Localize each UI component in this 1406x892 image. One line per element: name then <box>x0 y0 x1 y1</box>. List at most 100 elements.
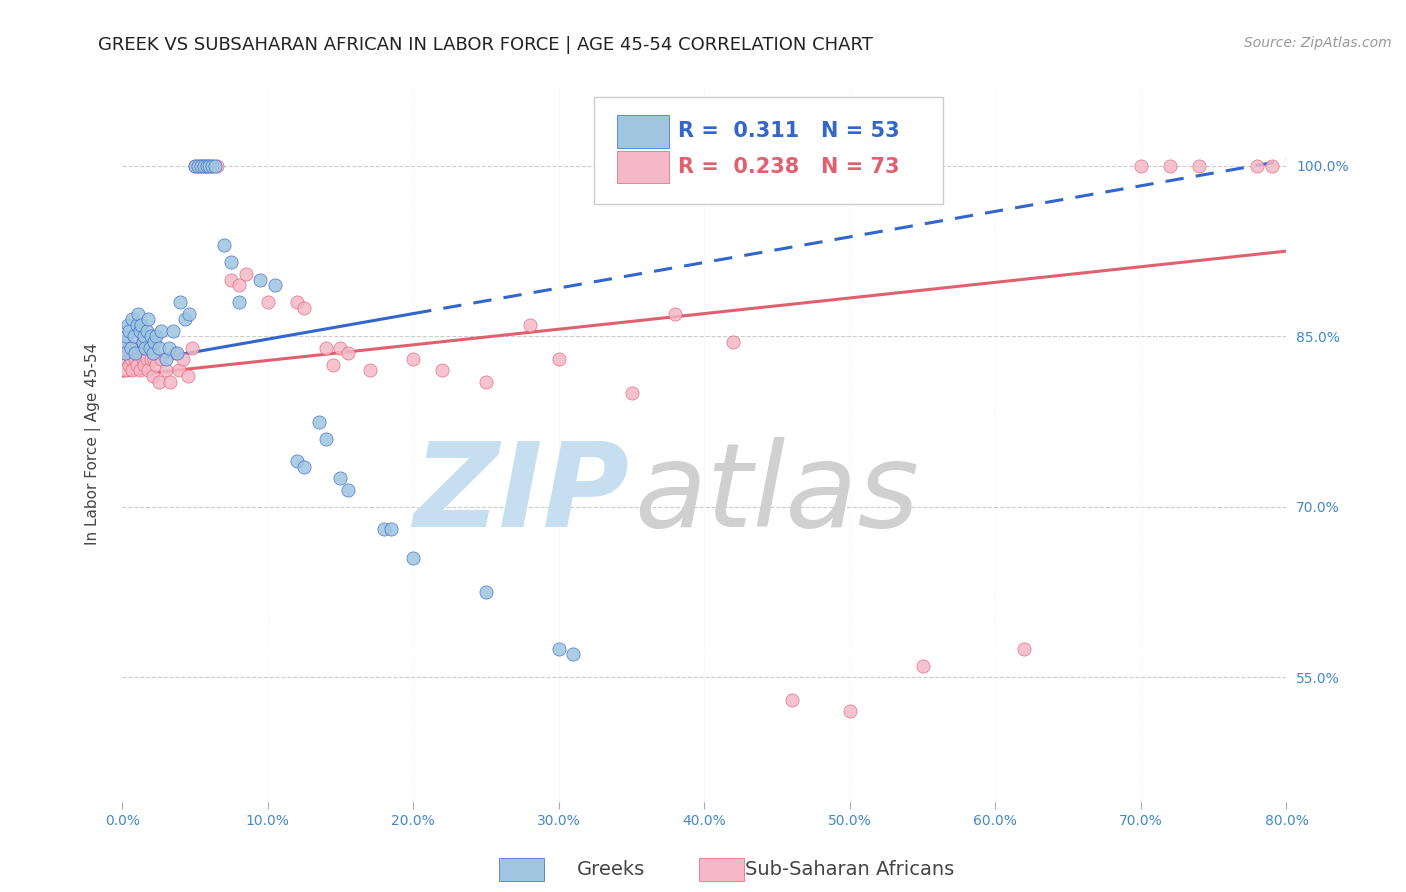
Point <box>475 585 498 599</box>
Text: ZIP: ZIP <box>412 437 628 552</box>
Point <box>1261 159 1284 173</box>
Point <box>124 346 146 360</box>
Point <box>194 159 217 173</box>
Point <box>181 341 204 355</box>
Point <box>162 324 184 338</box>
Point <box>322 358 344 372</box>
Point <box>120 352 142 367</box>
Point <box>188 159 211 173</box>
Point <box>1246 159 1268 173</box>
FancyBboxPatch shape <box>593 97 943 204</box>
Point <box>134 341 156 355</box>
Point <box>315 341 337 355</box>
Point <box>562 648 585 662</box>
Point <box>256 295 278 310</box>
Point <box>129 341 152 355</box>
Point <box>195 159 218 173</box>
Point <box>139 341 162 355</box>
Point <box>135 324 157 338</box>
Point <box>115 329 138 343</box>
Point <box>315 432 337 446</box>
Point <box>292 301 315 315</box>
Point <box>121 363 143 377</box>
Point <box>402 352 425 367</box>
Point <box>132 358 155 372</box>
Point <box>128 324 150 338</box>
Point <box>1014 641 1036 656</box>
Point <box>177 307 200 321</box>
Point <box>163 346 186 360</box>
Point <box>285 295 308 310</box>
Point <box>519 318 541 332</box>
Point <box>127 346 149 360</box>
Point <box>184 159 207 173</box>
Point <box>264 278 287 293</box>
Point <box>193 159 215 173</box>
Point <box>155 363 177 377</box>
Point <box>911 658 934 673</box>
Point <box>169 295 191 310</box>
Point <box>121 312 143 326</box>
Point <box>124 352 146 367</box>
Point <box>143 334 166 349</box>
Point <box>128 363 150 377</box>
Point <box>118 358 141 372</box>
Point <box>249 272 271 286</box>
Point <box>380 523 402 537</box>
Point <box>120 341 142 355</box>
Point <box>173 312 195 326</box>
Point <box>134 341 156 355</box>
Point <box>1188 159 1211 173</box>
Point <box>135 352 157 367</box>
Text: R =  0.311   N = 53: R = 0.311 N = 53 <box>678 121 900 142</box>
Point <box>402 550 425 565</box>
Point <box>142 369 165 384</box>
Text: R =  0.238   N = 73: R = 0.238 N = 73 <box>678 157 898 178</box>
Point <box>150 324 173 338</box>
Point <box>201 159 224 173</box>
Point <box>117 318 139 332</box>
Point <box>1159 159 1181 173</box>
Point <box>221 272 243 286</box>
Point <box>136 363 159 377</box>
Point <box>148 375 170 389</box>
Point <box>155 352 177 367</box>
Point <box>780 693 803 707</box>
Point <box>235 267 257 281</box>
Point <box>359 363 381 377</box>
Point <box>118 324 141 338</box>
Point <box>112 352 135 367</box>
Point <box>204 159 226 173</box>
Point <box>129 318 152 332</box>
Text: Greeks: Greeks <box>576 860 645 880</box>
Point <box>139 334 162 349</box>
Point <box>184 159 207 173</box>
Point <box>336 346 359 360</box>
Point <box>157 341 180 355</box>
Point <box>292 460 315 475</box>
Point <box>148 341 170 355</box>
Point <box>115 341 138 355</box>
Point <box>620 386 643 401</box>
Point <box>136 312 159 326</box>
Point <box>373 523 395 537</box>
Point <box>159 375 181 389</box>
Point <box>197 159 219 173</box>
Point <box>838 704 860 718</box>
Point <box>547 641 569 656</box>
Point <box>308 415 330 429</box>
Point <box>125 358 148 372</box>
Point <box>228 295 250 310</box>
Point <box>1129 159 1152 173</box>
Point <box>122 329 145 343</box>
Point <box>723 334 745 349</box>
Point <box>167 363 190 377</box>
Y-axis label: In Labor Force | Age 45-54: In Labor Force | Age 45-54 <box>86 343 101 545</box>
Text: Source: ZipAtlas.com: Source: ZipAtlas.com <box>1244 36 1392 50</box>
Point <box>191 159 214 173</box>
Point <box>145 329 167 343</box>
Point <box>190 159 212 173</box>
FancyBboxPatch shape <box>617 151 669 184</box>
Point <box>132 329 155 343</box>
Text: atlas: atlas <box>634 437 920 551</box>
